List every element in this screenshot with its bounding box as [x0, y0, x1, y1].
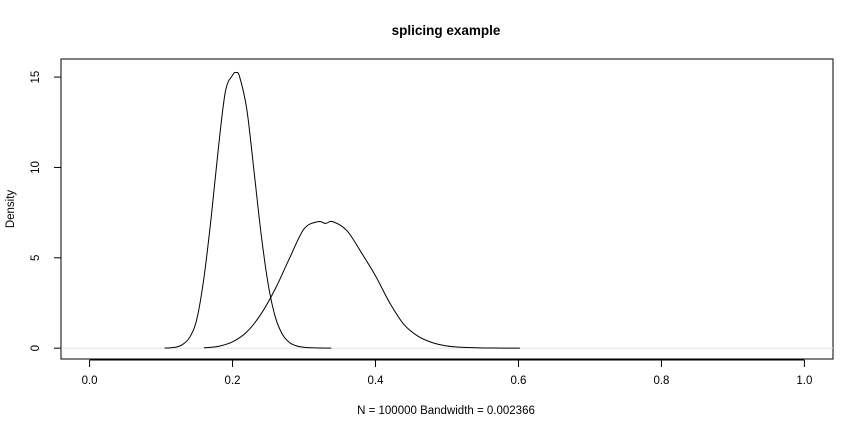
y-tick-label: 5 — [30, 255, 42, 261]
x-tick-label: 0.4 — [368, 375, 385, 387]
x-tick-label: 1.0 — [796, 375, 812, 387]
y-tick-label: 0 — [30, 345, 42, 351]
x-axis-label: N = 100000 Bandwidth = 0.002366 — [357, 405, 535, 417]
density-curve-1 — [164, 71, 332, 349]
x-tick-label: 0.2 — [225, 375, 241, 387]
x-tick-label: 0.6 — [510, 375, 526, 387]
y-tick-label: 10 — [30, 161, 42, 174]
y-tick-label: 15 — [30, 71, 42, 84]
chart-title: splicing example — [392, 23, 501, 38]
y-axis-label: Density — [5, 190, 17, 229]
density-curve-2 — [203, 220, 520, 349]
x-tick-label: 0.0 — [82, 375, 98, 387]
x-tick-label: 0.8 — [653, 375, 669, 387]
plot-frame — [60, 58, 834, 360]
